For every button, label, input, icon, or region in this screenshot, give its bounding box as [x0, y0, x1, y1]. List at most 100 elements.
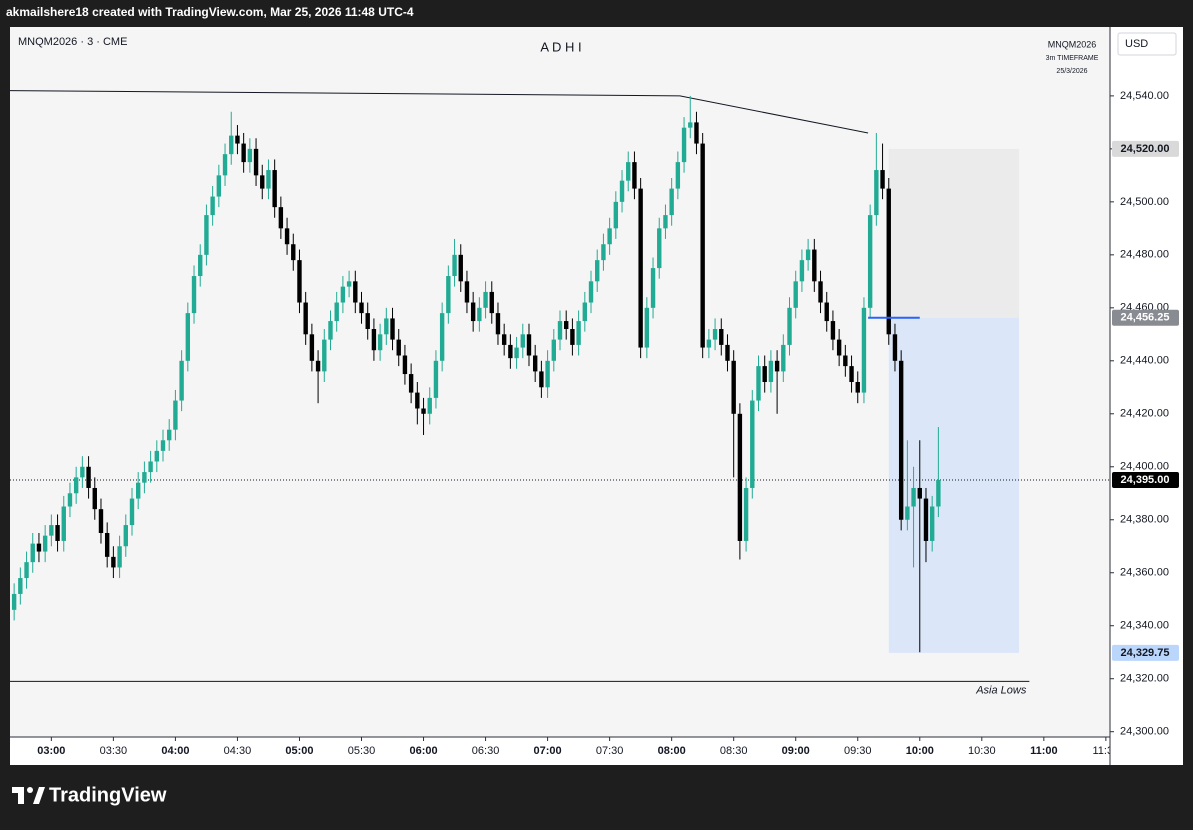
candle-body	[911, 487, 916, 507]
x-tick-label: 07:00	[534, 745, 562, 757]
candle-body	[439, 313, 445, 361]
candle-body	[613, 201, 619, 229]
candle-body	[632, 162, 637, 189]
candle-body	[42, 535, 48, 552]
candle-body	[898, 360, 904, 520]
candle-body	[408, 374, 414, 393]
candle-body	[812, 249, 817, 282]
candle-body	[353, 281, 358, 303]
y-tick-label: 24,540.00	[1120, 90, 1169, 102]
candle-body	[849, 366, 854, 382]
candle-body	[241, 143, 246, 163]
candle-body	[315, 360, 321, 372]
info-text: 3m TIMEFRAME	[1046, 55, 1099, 62]
candle-body	[309, 334, 315, 361]
currency-box[interactable]	[1117, 32, 1177, 56]
candle-body	[142, 472, 147, 483]
candle-body	[483, 291, 488, 308]
candle-body	[377, 334, 383, 351]
candle-body	[340, 286, 346, 303]
candle-body	[123, 525, 128, 547]
y-tick-label: 24,500.00	[1120, 196, 1169, 208]
candle-body	[470, 302, 476, 322]
candle-body	[98, 509, 104, 534]
candle-body	[104, 533, 110, 557]
candle-body	[167, 429, 172, 441]
candle-body	[923, 498, 929, 541]
candle-body	[446, 276, 451, 314]
candle-body	[173, 400, 178, 430]
candle-body	[198, 254, 203, 277]
candle-body	[719, 329, 724, 345]
chart-title: A D H I	[540, 39, 581, 54]
candle-body	[874, 170, 879, 216]
candle-body	[160, 440, 166, 451]
position-stop-zone	[888, 317, 1020, 653]
candle-body	[514, 347, 519, 359]
x-tick-label: 10:30	[968, 745, 996, 757]
x-tick-label: 05:00	[285, 745, 313, 757]
price-marker-label: 24,329.75	[1121, 647, 1170, 659]
info-text: 25/3/2026	[1056, 68, 1087, 75]
candle-body	[539, 371, 544, 388]
candle-body	[774, 360, 780, 372]
candle-body	[768, 360, 774, 382]
candle-body	[61, 506, 66, 541]
candle-body	[334, 302, 339, 322]
candle-body	[458, 254, 463, 282]
candle-body	[135, 482, 141, 499]
candle-body	[73, 477, 79, 494]
candle-body	[489, 291, 494, 314]
candle-body	[663, 215, 668, 229]
candle-body	[917, 487, 922, 499]
y-tick-label: 24,440.00	[1120, 355, 1169, 367]
candle-body	[892, 334, 898, 361]
logo-shape	[18, 787, 24, 804]
candle-body	[384, 318, 389, 335]
candle-body	[415, 392, 420, 409]
candle-body	[129, 498, 135, 526]
candle-body	[359, 302, 364, 314]
candle-body	[570, 329, 575, 345]
symbol: MNQM2026 · 3 · CME	[18, 36, 127, 48]
candle-body	[204, 215, 209, 255]
price-marker	[1112, 140, 1179, 157]
x-tick-label: 10:00	[906, 745, 934, 757]
logo-shape	[33, 787, 45, 804]
price-marker-label: 24,520.00	[1121, 143, 1170, 155]
candle-body	[805, 249, 811, 261]
y-tick-label: 24,300.00	[1120, 726, 1169, 738]
x-tick-label: 09:00	[782, 745, 810, 757]
candle-body	[905, 506, 910, 520]
candle-body	[731, 360, 736, 414]
y-tick-label: 24,480.00	[1120, 249, 1169, 261]
candle-body	[346, 281, 352, 287]
candle-body	[756, 366, 761, 401]
candle-body	[557, 321, 563, 340]
candle-body	[657, 228, 662, 269]
x-tick-label: 09:30	[844, 745, 872, 757]
candle-body	[36, 543, 42, 552]
x-tick-label: 06:30	[472, 745, 500, 757]
position-profit-zone	[888, 148, 1020, 318]
candle-body	[371, 329, 377, 351]
candle-body	[508, 344, 513, 359]
x-tick-label: 03:00	[37, 745, 65, 757]
candle-body	[179, 360, 184, 401]
price-marker-label: 24,395.00	[1121, 474, 1170, 486]
candle-body	[396, 339, 401, 356]
candle-body	[185, 313, 191, 361]
x-tick-label: 04:00	[161, 745, 189, 757]
candle-body	[595, 260, 600, 282]
candle-body	[743, 487, 749, 541]
candle-body	[644, 307, 650, 348]
candle-body	[67, 493, 73, 507]
info-text: MNQM2026	[1048, 39, 1097, 49]
candle-body	[532, 355, 538, 372]
price-marker	[1112, 309, 1179, 326]
candle-body	[272, 170, 277, 208]
candle-body	[526, 334, 532, 356]
candle-body	[266, 170, 271, 189]
x-tick-label: 08:00	[658, 745, 686, 757]
